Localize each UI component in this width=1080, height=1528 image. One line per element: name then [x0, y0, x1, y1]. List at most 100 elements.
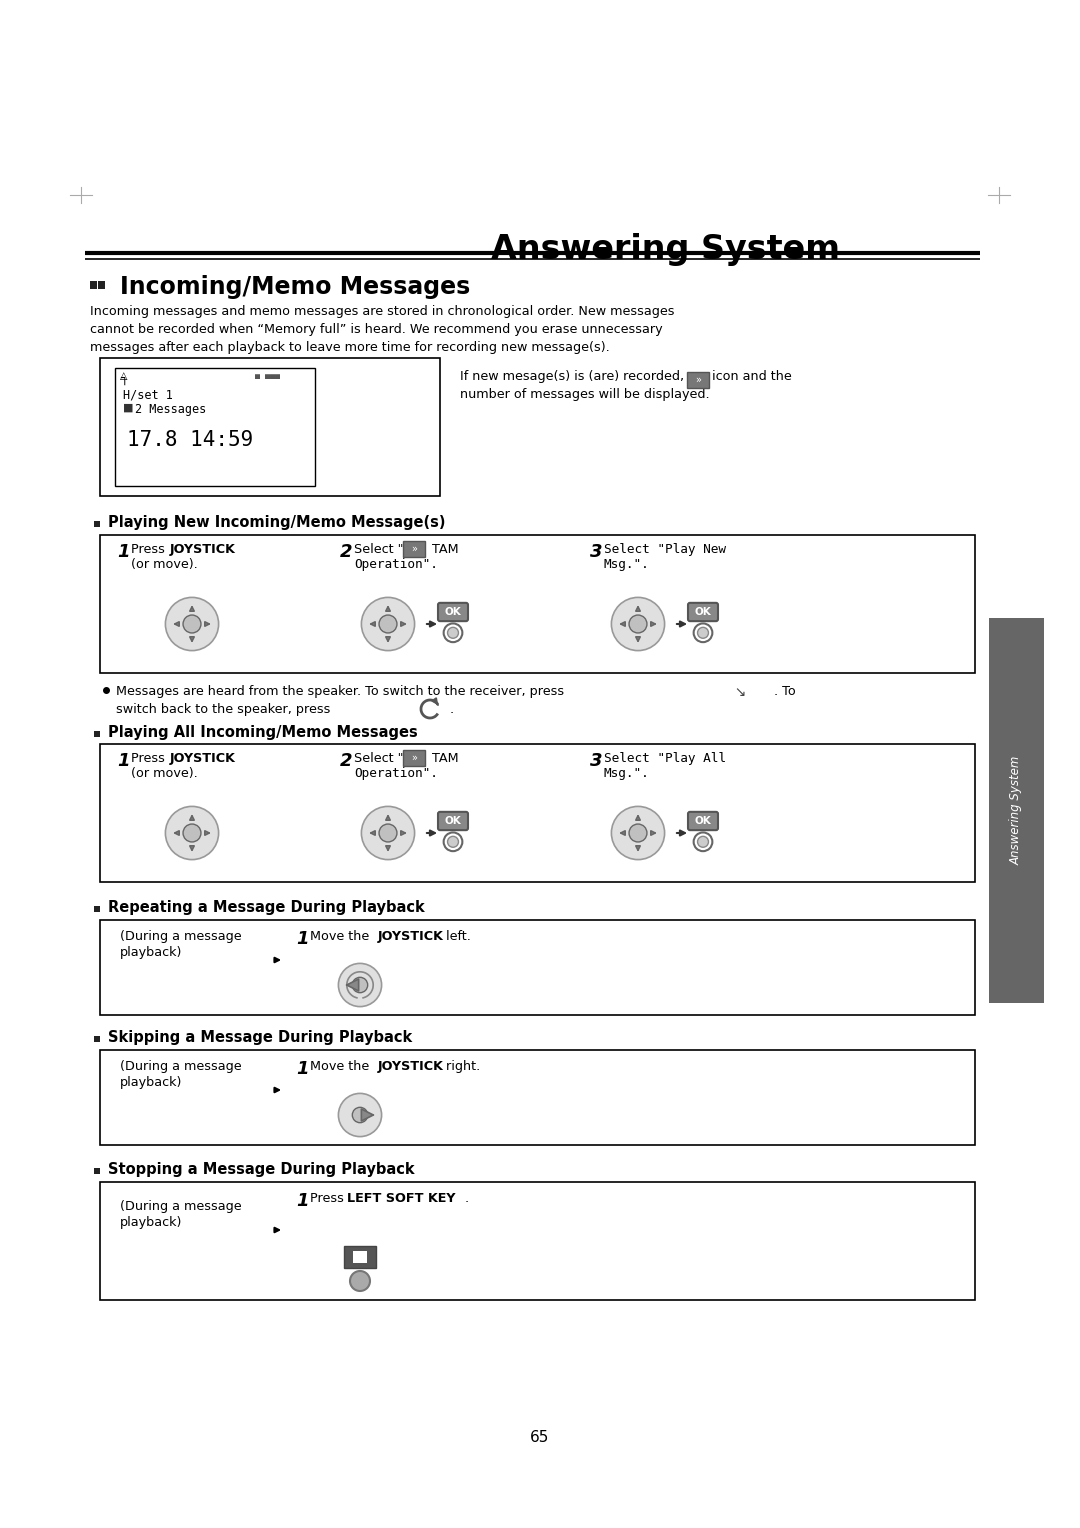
Circle shape: [611, 807, 664, 860]
Circle shape: [698, 628, 708, 639]
Text: »: »: [411, 544, 417, 555]
Text: Answering System: Answering System: [491, 232, 840, 266]
Text: icon and the: icon and the: [712, 370, 792, 384]
Text: 17.8 14:59: 17.8 14:59: [127, 429, 253, 451]
Text: (or move).: (or move).: [131, 558, 198, 571]
Text: ┐: ┐: [120, 371, 127, 385]
Text: 1: 1: [296, 1192, 309, 1210]
Text: playback): playback): [120, 1216, 183, 1229]
Bar: [100, 744, 975, 882]
Circle shape: [629, 616, 647, 633]
Text: 1: 1: [117, 542, 130, 561]
Text: 2: 2: [340, 542, 352, 561]
FancyBboxPatch shape: [438, 811, 468, 830]
Text: TAM: TAM: [428, 542, 459, 556]
Text: LEFT SOFT KEY: LEFT SOFT KEY: [347, 1192, 456, 1206]
Text: Press: Press: [310, 1192, 348, 1206]
FancyBboxPatch shape: [687, 371, 708, 388]
Circle shape: [183, 616, 201, 633]
Circle shape: [165, 597, 218, 651]
Bar: [345, 1245, 376, 1268]
Text: left.: left.: [442, 931, 471, 943]
Circle shape: [447, 628, 458, 639]
Circle shape: [698, 836, 708, 847]
Text: Msg.".: Msg.".: [604, 558, 650, 571]
Circle shape: [362, 597, 415, 651]
Text: Select ": Select ": [354, 542, 404, 556]
Text: Press: Press: [131, 542, 168, 556]
Text: Select "Play All: Select "Play All: [604, 752, 726, 766]
Circle shape: [352, 1108, 367, 1123]
Text: playback): playback): [120, 1076, 183, 1089]
Text: JOYSTICK: JOYSTICK: [170, 542, 235, 556]
Text: Incoming messages and memo messages are stored in chronological order. New messa: Incoming messages and memo messages are …: [90, 306, 675, 354]
FancyBboxPatch shape: [403, 541, 426, 558]
Bar: [100, 1183, 975, 1300]
Circle shape: [447, 836, 458, 847]
Circle shape: [629, 824, 647, 842]
Text: Select ": Select ": [354, 752, 404, 766]
Circle shape: [611, 597, 664, 651]
Text: Move the: Move the: [310, 931, 374, 943]
Text: 3: 3: [590, 752, 603, 770]
Text: ↘: ↘: [726, 685, 746, 698]
Text: (During a message: (During a message: [120, 1199, 242, 1213]
Text: Stopping a Message During Playback: Stopping a Message During Playback: [108, 1161, 415, 1177]
Text: (During a message: (During a message: [120, 931, 242, 943]
Text: Playing New Incoming/Memo Message(s): Playing New Incoming/Memo Message(s): [108, 515, 446, 530]
Text: If new mesage(s) is (are) recorded,: If new mesage(s) is (are) recorded,: [460, 370, 684, 384]
Circle shape: [352, 978, 367, 993]
Text: 3: 3: [590, 542, 603, 561]
Bar: [353, 1251, 367, 1264]
Text: (During a message: (During a message: [120, 1060, 242, 1073]
Text: 2 Messages: 2 Messages: [135, 403, 206, 416]
FancyBboxPatch shape: [688, 811, 718, 830]
Text: 1: 1: [117, 752, 130, 770]
Text: Answering System: Answering System: [1010, 756, 1023, 865]
Text: Select "Play New: Select "Play New: [604, 542, 726, 556]
Text: (or move).: (or move).: [131, 767, 198, 779]
Text: Move the: Move the: [310, 1060, 374, 1073]
Bar: [100, 358, 440, 497]
Bar: [989, 617, 1044, 1002]
Text: right.: right.: [442, 1060, 481, 1073]
Circle shape: [338, 1094, 381, 1137]
Text: Repeating a Message During Playback: Repeating a Message During Playback: [108, 900, 424, 915]
Circle shape: [379, 616, 397, 633]
Text: number of messages will be displayed.: number of messages will be displayed.: [460, 388, 710, 400]
Text: »: »: [411, 753, 417, 762]
FancyBboxPatch shape: [403, 750, 426, 766]
Text: TAM: TAM: [428, 752, 459, 766]
Circle shape: [165, 807, 218, 860]
Text: Playing All Incoming/Memo Messages: Playing All Incoming/Memo Messages: [108, 724, 418, 740]
Text: OK: OK: [445, 816, 461, 827]
Text: △: △: [120, 371, 127, 380]
Circle shape: [350, 1271, 370, 1291]
Text: OK: OK: [445, 607, 461, 617]
Bar: [100, 1050, 975, 1144]
FancyBboxPatch shape: [438, 604, 468, 622]
Circle shape: [379, 824, 397, 842]
Circle shape: [183, 824, 201, 842]
Text: JOYSTICK: JOYSTICK: [170, 752, 235, 766]
Text: »: »: [696, 374, 701, 385]
Bar: [114, 368, 315, 486]
Text: 2: 2: [340, 752, 352, 770]
Text: .: .: [465, 1192, 469, 1206]
Text: OK: OK: [694, 816, 712, 827]
Text: . To: . To: [774, 685, 796, 698]
Text: ■ ■■■: ■ ■■■: [255, 371, 280, 380]
Text: Messages are heard from the speaker. To switch to the receiver, press: Messages are heard from the speaker. To …: [116, 685, 564, 698]
Bar: [100, 535, 975, 672]
Text: H/set 1: H/set 1: [123, 388, 173, 400]
Text: JOYSTICK: JOYSTICK: [378, 1060, 444, 1073]
Text: OK: OK: [694, 607, 712, 617]
Circle shape: [362, 807, 415, 860]
Text: 65: 65: [530, 1430, 550, 1445]
Text: ■: ■: [123, 403, 134, 413]
Text: switch back to the speaker, press: switch back to the speaker, press: [116, 703, 330, 717]
Text: JOYSTICK: JOYSTICK: [378, 931, 444, 943]
Text: 1: 1: [296, 1060, 309, 1077]
Text: .: .: [450, 703, 454, 717]
Text: Skipping a Message During Playback: Skipping a Message During Playback: [108, 1030, 413, 1045]
